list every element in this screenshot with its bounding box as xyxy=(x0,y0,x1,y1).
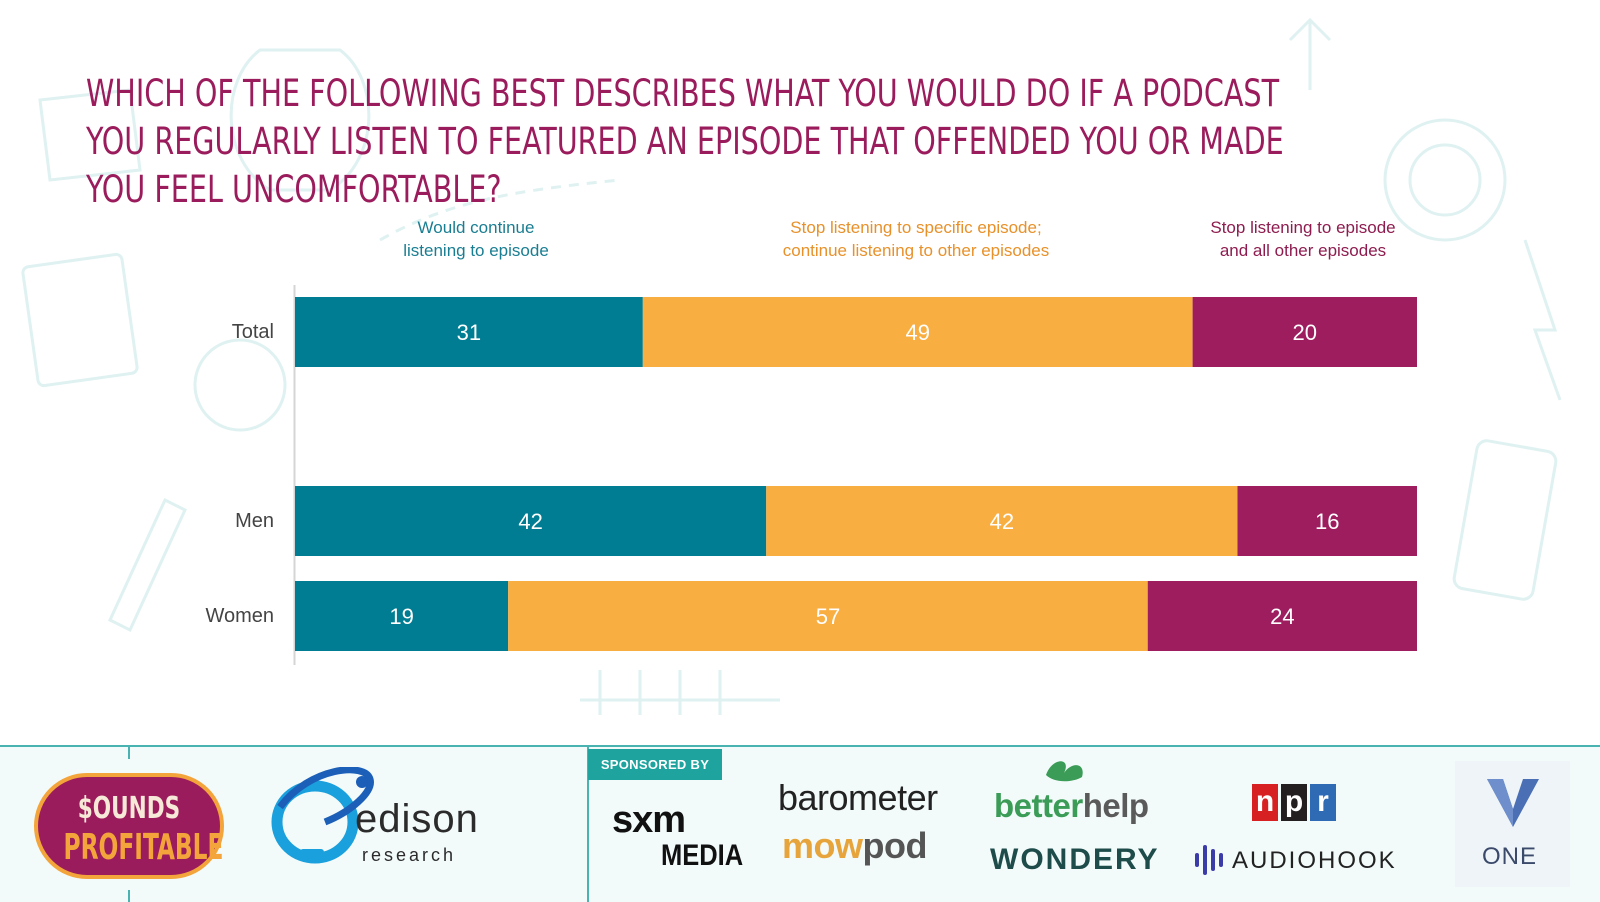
target-icon xyxy=(1383,118,1507,242)
bolt-icon xyxy=(1523,239,1562,401)
note-icon xyxy=(38,88,142,182)
bar-women-series-0 xyxy=(295,581,509,651)
footer-tick-bottom xyxy=(128,890,130,902)
arrow-up-icon xyxy=(1288,17,1332,90)
category-label-men: Men xyxy=(235,510,274,532)
data-label-women-series-0: 19 xyxy=(389,604,413,629)
lightbulb-icon xyxy=(229,48,371,192)
bar-total-series-0 xyxy=(295,297,643,367)
sxm-media-logo: sxm xyxy=(612,799,686,841)
footer-divider xyxy=(587,747,589,902)
sounds-profitable-logo: $OUNDS PROFITABLE xyxy=(34,773,224,879)
ruler-icon xyxy=(580,670,780,715)
legend-stop-episode-line1: Stop listening to specific episode; xyxy=(790,218,1042,237)
stacked-bar-chart: Total 31 49 20 Men 42 42 16 Women 19 57 24 xyxy=(205,285,1417,665)
legend-continue-line2: listening to episode xyxy=(403,241,549,260)
npr-r: r xyxy=(1310,784,1336,821)
footer-tick-top xyxy=(128,747,130,759)
checklist-icon xyxy=(21,252,139,388)
footer-partner-logos: $OUNDS PROFITABLE edison research xyxy=(0,747,588,902)
data-label-women-series-1: 57 xyxy=(816,604,840,629)
legend-continue-listening: Would continue listening to episode xyxy=(403,216,549,262)
data-label-total-series-2: 20 xyxy=(1293,320,1317,345)
mowpod-part-b: pod xyxy=(862,825,928,866)
npr-n: n xyxy=(1252,784,1278,821)
one-logo-text: ONE xyxy=(1482,843,1538,870)
data-label-total-series-1: 49 xyxy=(905,320,929,345)
audiohook-wave-icon xyxy=(1195,845,1223,875)
legend-stop-all-line2: and all other episodes xyxy=(1219,241,1387,260)
data-label-men-series-0: 42 xyxy=(518,509,542,534)
bar-men-series-1 xyxy=(766,486,1238,556)
sounds-profitable-line1: $OUNDS xyxy=(77,791,181,826)
mowpod-part-a: mow xyxy=(782,825,863,866)
legend-stop-all: Stop listening to episode and all other … xyxy=(1210,216,1395,262)
betterhelp-leaf-icon xyxy=(1046,761,1083,782)
edison-swirl-icon xyxy=(271,767,374,864)
one-v-icon xyxy=(1487,779,1539,827)
legend-continue-line1: Would continue xyxy=(417,218,535,237)
data-label-total-series-0: 31 xyxy=(457,320,481,345)
audiohook-logo: AUDIOHOOK xyxy=(1232,847,1397,874)
data-label-men-series-2: 16 xyxy=(1315,509,1339,534)
phone-icon xyxy=(1452,439,1558,601)
wondery-logo: WONDERY xyxy=(990,843,1160,876)
legend-stop-episode-line2: continue listening to other episodes xyxy=(782,241,1050,260)
bar-total-series-2 xyxy=(1192,297,1417,367)
betterhelp-part-b: help xyxy=(1082,787,1149,824)
category-label-women: Women xyxy=(205,605,274,627)
chart-title: Which of the following best describes wh… xyxy=(86,72,1284,211)
legend-stop-all-line1: Stop listening to episode xyxy=(1210,218,1396,237)
bar-total-series-1 xyxy=(642,297,1193,367)
sxm-media-sub: MEDIA xyxy=(661,839,744,872)
coin-icon xyxy=(193,338,287,432)
data-label-men-series-1: 42 xyxy=(990,509,1014,534)
barometer-logo: barometer xyxy=(778,777,938,818)
category-label-total: Total xyxy=(232,321,274,343)
bar-women-series-2 xyxy=(1147,581,1417,651)
legend-stop-episode: Stop listening to specific episode; cont… xyxy=(783,216,1050,262)
npr-p: p xyxy=(1281,784,1307,821)
edison-word: edison xyxy=(355,797,479,841)
edison-sub: research xyxy=(362,845,457,865)
background-doodles xyxy=(21,17,1562,715)
sponsored-by-badge: SPONSORED BY xyxy=(588,749,722,780)
betterhelp-logo: betterhelp xyxy=(994,787,1149,825)
mowpod-logo: mowpod xyxy=(782,825,928,867)
betterhelp-part-a: better xyxy=(994,787,1083,824)
pen-icon xyxy=(108,497,187,633)
bar-women-series-1 xyxy=(508,581,1148,651)
edison-research-logo: edison research xyxy=(270,767,500,877)
bar-men-series-0 xyxy=(295,486,767,556)
data-label-women-series-2: 24 xyxy=(1270,604,1294,629)
sounds-profitable-line2: PROFITABLE xyxy=(63,827,224,868)
bar-men-series-2 xyxy=(1237,486,1417,556)
footer: $OUNDS PROFITABLE edison research SPONSO… xyxy=(0,745,1600,902)
